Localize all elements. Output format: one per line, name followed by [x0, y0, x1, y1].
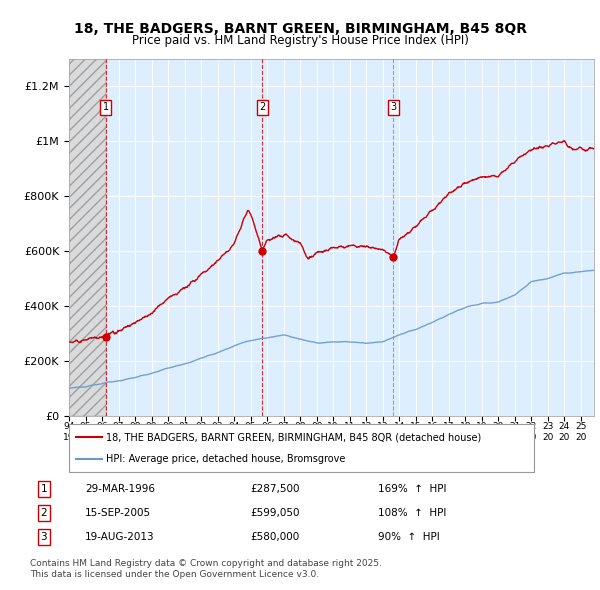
Text: 169%  ↑  HPI: 169% ↑ HPI	[378, 484, 446, 494]
Text: 29-MAR-1996: 29-MAR-1996	[85, 484, 155, 494]
Text: 90%  ↑  HPI: 90% ↑ HPI	[378, 532, 440, 542]
FancyBboxPatch shape	[69, 424, 534, 472]
Text: Price paid vs. HM Land Registry's House Price Index (HPI): Price paid vs. HM Land Registry's House …	[131, 34, 469, 47]
Text: 1: 1	[103, 102, 109, 112]
Text: £287,500: £287,500	[251, 484, 301, 494]
Text: 18, THE BADGERS, BARNT GREEN, BIRMINGHAM, B45 8QR (detached house): 18, THE BADGERS, BARNT GREEN, BIRMINGHAM…	[106, 432, 481, 442]
Text: 19-AUG-2013: 19-AUG-2013	[85, 532, 155, 542]
Bar	[69, 59, 106, 416]
Text: HPI: Average price, detached house, Bromsgrove: HPI: Average price, detached house, Brom…	[106, 454, 346, 464]
Text: Contains HM Land Registry data © Crown copyright and database right 2025.
This d: Contains HM Land Registry data © Crown c…	[30, 559, 382, 579]
Text: £599,050: £599,050	[251, 508, 301, 518]
Text: 2: 2	[259, 102, 265, 112]
Text: 15-SEP-2005: 15-SEP-2005	[85, 508, 151, 518]
Text: 2: 2	[40, 508, 47, 518]
Text: 108%  ↑  HPI: 108% ↑ HPI	[378, 508, 446, 518]
Text: 3: 3	[40, 532, 47, 542]
Text: £580,000: £580,000	[251, 532, 300, 542]
Text: 3: 3	[390, 102, 396, 112]
Text: 18, THE BADGERS, BARNT GREEN, BIRMINGHAM, B45 8QR: 18, THE BADGERS, BARNT GREEN, BIRMINGHAM…	[74, 22, 527, 36]
Text: 1: 1	[40, 484, 47, 494]
